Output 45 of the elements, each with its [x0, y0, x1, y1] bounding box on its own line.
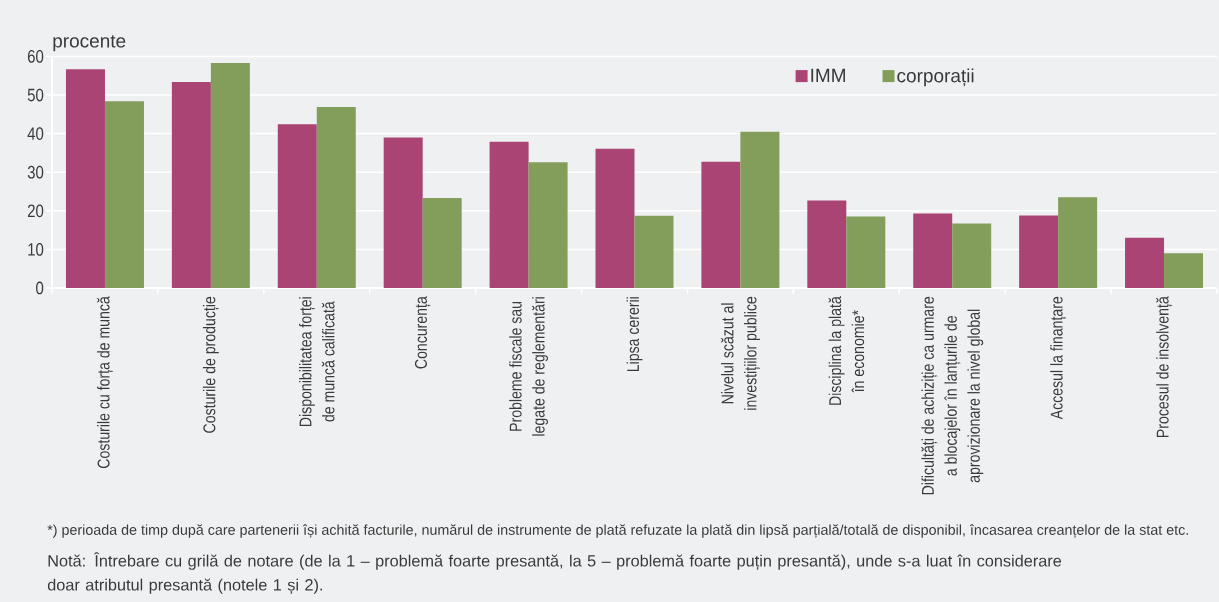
bar [422, 198, 462, 288]
bar [277, 124, 317, 288]
y-tick-label: 60 [27, 50, 44, 63]
bar [171, 81, 211, 288]
x-tick-label: Disponibilitatea forței de muncă calificată [299, 297, 335, 427]
y-tick-label: 10 [28, 243, 44, 256]
x-tick-label: Nivelul scăzut al investițiilor publice [720, 296, 760, 410]
bar [1125, 237, 1165, 288]
bar [740, 131, 780, 288]
bar [595, 148, 635, 288]
bar [634, 215, 674, 288]
bar [1058, 197, 1098, 288]
text: Notă: Întrebare cu grilă de notare (de la 1 – problemă foarte presantă, la 5 – problemă foarte puțin presantă), unde s-a luat în considerare doar atributul presantă (notele 1 și 2). [47, 552, 1062, 594]
x-tick-label: Disciplina la plată în economie* [828, 296, 865, 405]
bar [913, 213, 953, 288]
y-tick-label: 50 [27, 88, 44, 102]
x-tick-label: Lipsa cererii [626, 297, 643, 372]
legend-label: corporații [897, 68, 974, 87]
x-tick-label: Concurența [414, 296, 431, 369]
bar [807, 200, 847, 288]
bar [210, 62, 250, 288]
y-tick-label: 40 [27, 127, 44, 140]
bar [383, 137, 423, 288]
bar [701, 161, 741, 288]
bar [952, 223, 992, 288]
x-tick-label: Procesul de insolvență [1155, 296, 1173, 437]
x-tick-label: Accesul la finanțare [1050, 296, 1067, 420]
y-tick-label: 20 [27, 204, 44, 218]
legend-label: IMM [811, 68, 845, 82]
bar [316, 106, 356, 288]
x-tick-label: Probleme fiscale sau legate de reglementări [509, 297, 549, 436]
bar [1019, 215, 1059, 288]
text: *) perioada de timp după care partenerii își achită facturile, numărul de instrumente de plată refuzate la plată din lipsă parțială/totală de disponibil, încasarea creanțelor de la stat etc. [47, 524, 1188, 538]
y-tick-label: 0 [36, 281, 44, 295]
x-tick-label: Costurile de producție [202, 296, 219, 433]
bar [1164, 253, 1204, 288]
y-tick-label: 30 [27, 165, 44, 179]
bar [846, 216, 886, 288]
y-axis-title: procente [53, 35, 126, 52]
bar [528, 162, 568, 288]
x-tick-label: Costurile cu forța de muncă [96, 296, 114, 469]
bar [65, 69, 105, 288]
bar [489, 141, 529, 288]
x-tick-label: Dificultăți de achiziție ca urmare a blocajelor în lanțurile de aprovizionare la nivel global [921, 296, 984, 495]
bar [104, 101, 144, 288]
